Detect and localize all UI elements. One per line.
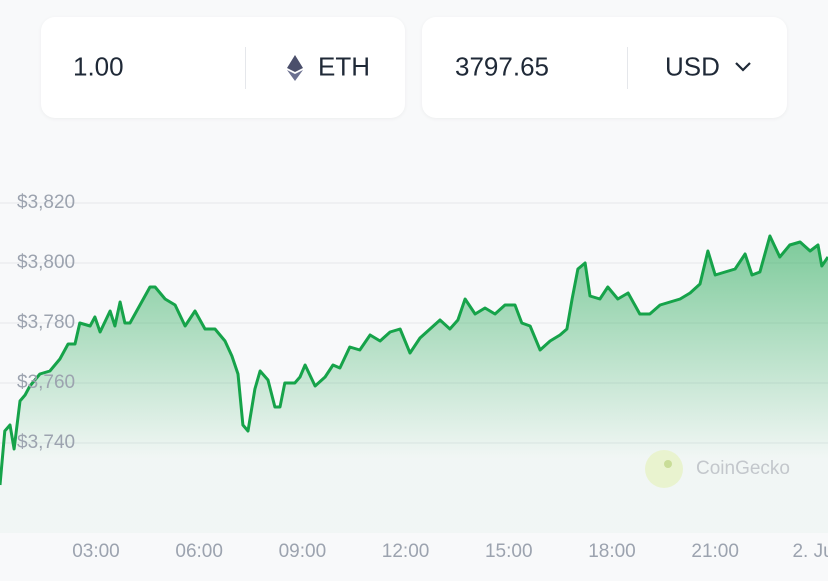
watermark: CoinGecko [645,450,790,488]
from-currency[interactable]: ETH [318,51,370,82]
x-tick-label: 03:00 [72,541,120,562]
x-tick-label: 21:00 [691,541,739,562]
y-tick-label: $3,800 [17,252,75,273]
x-tick-label: 12:00 [382,541,430,562]
result-card: 3797.65 USD [422,17,787,118]
eth-icon [287,55,303,81]
price-line [0,234,828,486]
result-output: 3797.65 [455,51,549,82]
amount-card: 1.00 ETH [41,17,405,118]
to-currency[interactable]: USD [665,51,720,82]
x-tick-label: 06:00 [175,541,223,562]
x-tick-label: 2. Jun [792,541,828,562]
x-tick-label: 09:00 [279,541,327,562]
chevron-icon[interactable] [734,61,752,73]
area-fill [0,236,828,533]
watermark-text: CoinGecko [696,458,790,479]
watermark-eye [664,460,672,468]
y-tick-label: $3,740 [17,432,75,453]
y-tick-label: $3,780 [17,312,75,333]
watermark-logo [645,450,683,488]
separator [245,47,246,89]
x-tick-label: 18:00 [588,541,636,562]
x-tick-label: 15:00 [485,541,533,562]
separator [627,47,628,89]
y-tick-label: $3,760 [17,372,75,393]
y-tick-label: $3,820 [17,192,75,213]
amount-input[interactable]: 1.00 [73,51,124,82]
